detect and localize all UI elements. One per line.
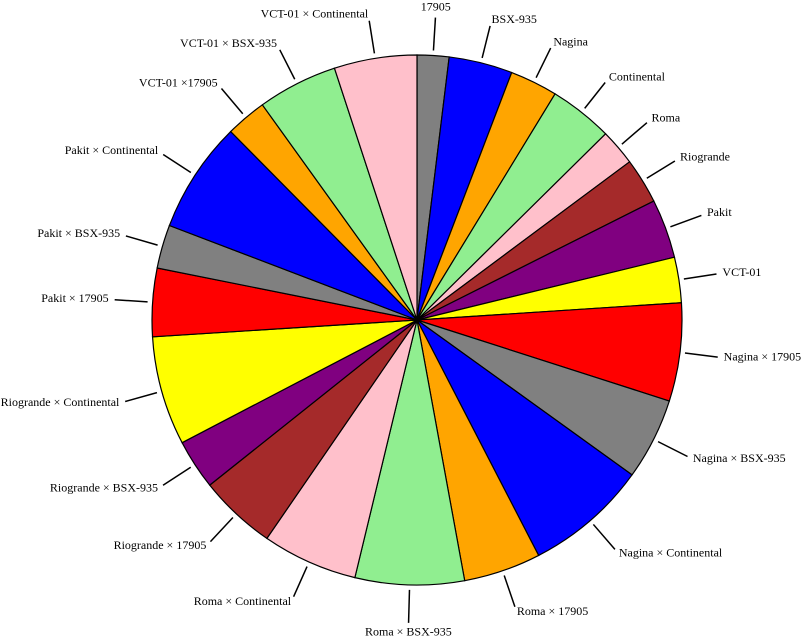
- slice-label: Riogrande: [680, 150, 730, 164]
- slice-label: VCT-01: [722, 265, 761, 279]
- slice-label: Nagina × Continental: [619, 546, 723, 560]
- leader-line: [368, 20, 376, 54]
- slice-label: Roma × BSX-935: [365, 625, 452, 639]
- slice-label: Riogrande × BSX-935: [50, 480, 158, 494]
- slice-label: Roma: [651, 111, 680, 125]
- leader-line: [481, 25, 491, 59]
- leader-line: [683, 273, 717, 280]
- leader-line: [292, 566, 308, 598]
- slice-label: Nagina × 17905: [724, 350, 801, 364]
- leader-line: [279, 49, 296, 80]
- slice-label: Nagina × BSX-935: [693, 451, 786, 465]
- slice-label: Pakit: [707, 205, 732, 219]
- slice-label: Roma × 17905: [517, 604, 588, 618]
- leader-line: [535, 47, 552, 79]
- leader-line: [162, 153, 192, 174]
- leader-line: [220, 88, 244, 115]
- leader-line: [162, 466, 192, 486]
- leader-line: [657, 440, 688, 458]
- pie-slice: [416, 319, 633, 557]
- leader-line: [684, 352, 718, 358]
- slice-label: Roma × Continental: [194, 594, 292, 608]
- leader-line: [592, 523, 616, 550]
- pie-slice: [151, 319, 418, 444]
- slice-label: Continental: [609, 70, 666, 84]
- slice-label: Riogrande × 17905: [114, 538, 207, 552]
- slice-label: Nagina: [553, 34, 588, 48]
- leader-line: [584, 82, 606, 109]
- slice-label: Pakit × 17905: [41, 291, 108, 305]
- leader-line: [670, 214, 702, 228]
- leader-line: [646, 160, 676, 179]
- leader-line: [114, 298, 148, 303]
- leader-line: [209, 517, 234, 543]
- leader-line: [124, 391, 158, 403]
- slice-label: 17905: [421, 0, 451, 13]
- slice-label: VCT-01 × Continental: [261, 7, 369, 21]
- pie-slice: [354, 319, 466, 586]
- leader-line: [125, 235, 158, 246]
- slice-label: Riogrande × Continental: [1, 395, 120, 409]
- pie-slice: [333, 54, 418, 321]
- leader-line: [621, 122, 648, 145]
- slice-label: Pakit × BSX-935: [37, 226, 120, 240]
- leader-line: [503, 575, 516, 607]
- slice-label: VCT-01 × BSX-935: [180, 36, 277, 50]
- leader-line: [432, 17, 437, 51]
- slice-label: Pakit × Continental: [65, 143, 159, 157]
- pie-slice: [168, 130, 418, 321]
- leader-line: [407, 589, 411, 623]
- slice-label: BSX-935: [492, 12, 537, 26]
- slice-label: VCT-01 ×17905: [139, 76, 218, 90]
